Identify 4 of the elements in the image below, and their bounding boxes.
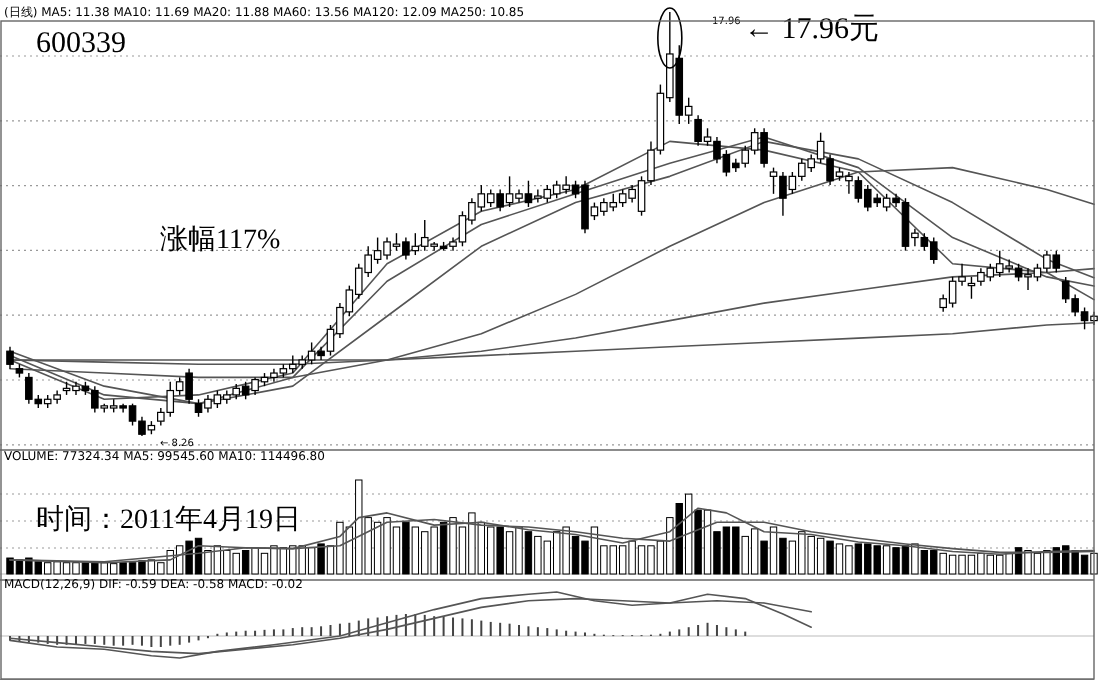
text: 600339 — [36, 28, 126, 60]
annotation: ← 17.96元 — [744, 14, 879, 46]
annotation: 时间：2011年4月19日 — [36, 504, 301, 536]
annotation: 涨幅117% — [160, 224, 281, 256]
